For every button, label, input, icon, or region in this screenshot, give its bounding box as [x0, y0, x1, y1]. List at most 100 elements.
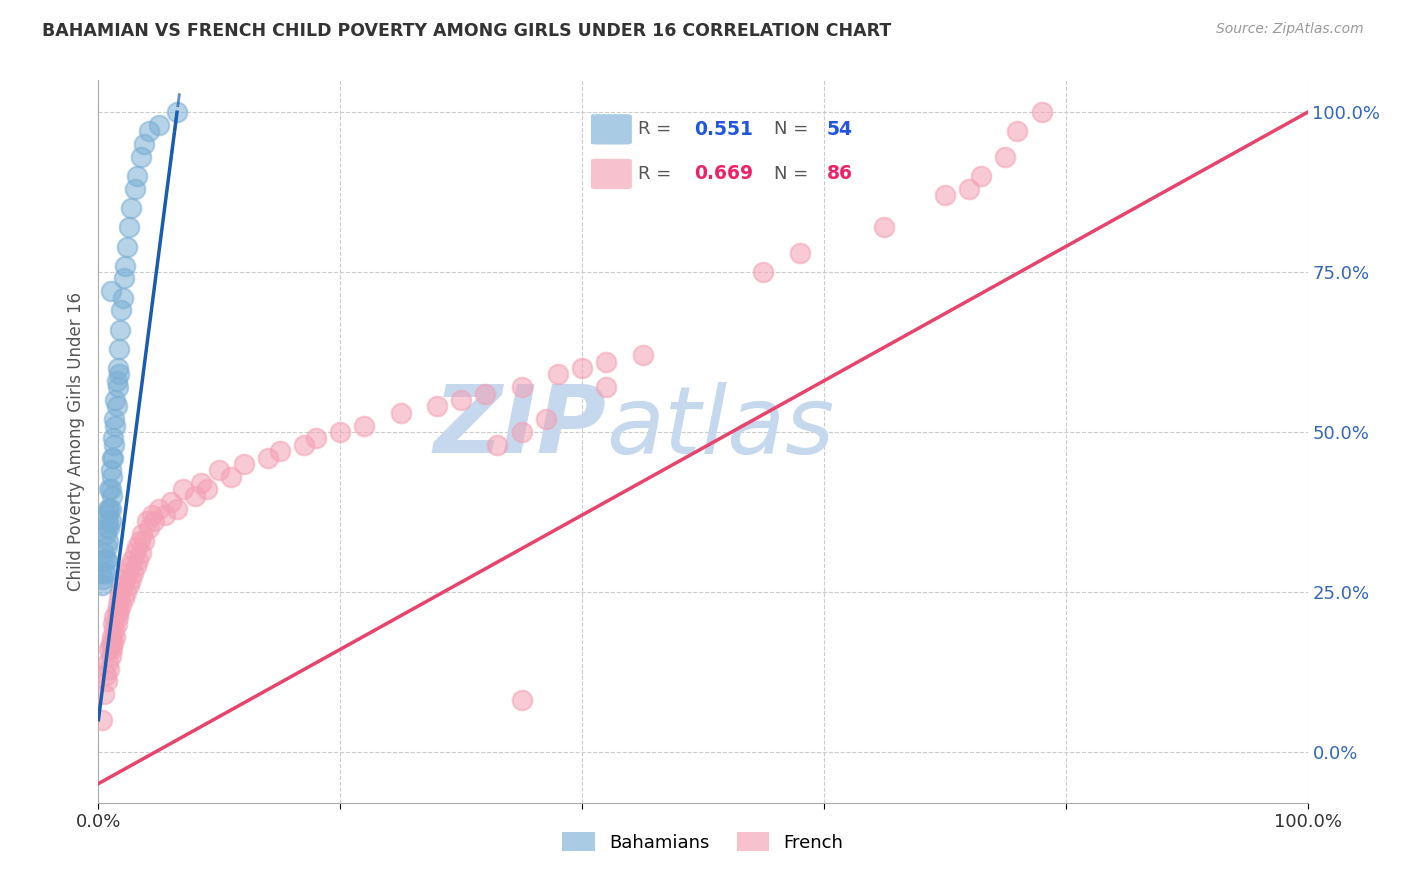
Point: [100, 501, 122, 516]
Point: [105, 616, 128, 631]
Point: [125, 559, 148, 574]
Point: [105, 374, 128, 388]
Point: [100, 463, 122, 477]
Point: [141, 508, 163, 522]
Point: [134, 533, 156, 548]
Point: [96, 553, 118, 567]
Point: [96, 674, 118, 689]
Point: [329, 425, 352, 439]
Point: [138, 124, 160, 138]
Text: 54: 54: [827, 120, 852, 139]
Point: [184, 489, 207, 503]
Point: [957, 182, 980, 196]
Point: [101, 636, 124, 650]
Point: [305, 431, 328, 445]
Point: [117, 566, 139, 580]
Point: [114, 572, 136, 586]
Point: [124, 182, 146, 196]
Point: [122, 566, 145, 580]
Point: [789, 246, 811, 260]
Point: [112, 271, 135, 285]
Point: [97, 515, 120, 529]
Point: [100, 285, 122, 299]
Point: [104, 418, 127, 433]
Point: [105, 400, 128, 414]
Point: [120, 201, 142, 215]
Point: [94, 527, 117, 541]
Point: [91, 572, 114, 586]
Point: [91, 713, 114, 727]
Point: [100, 469, 122, 483]
Point: [100, 648, 122, 663]
Point: [94, 566, 117, 580]
Point: [292, 438, 315, 452]
Point: [115, 584, 138, 599]
Point: [510, 380, 533, 394]
Text: BAHAMIAN VS FRENCH CHILD POVERTY AMONG GIRLS UNDER 16 CORRELATION CHART: BAHAMIAN VS FRENCH CHILD POVERTY AMONG G…: [42, 22, 891, 40]
Point: [100, 636, 122, 650]
Point: [190, 476, 212, 491]
Point: [108, 323, 131, 337]
Point: [93, 687, 115, 701]
Point: [135, 515, 157, 529]
Point: [631, 348, 654, 362]
Point: [105, 604, 128, 618]
Point: [118, 559, 141, 574]
Point: [486, 438, 509, 452]
Point: [107, 598, 129, 612]
Point: [166, 105, 188, 120]
Point: [118, 578, 141, 592]
Point: [873, 220, 896, 235]
Legend: Bahamians, French: Bahamians, French: [555, 825, 851, 859]
Point: [1007, 124, 1029, 138]
Text: R =: R =: [638, 165, 676, 183]
Point: [107, 361, 129, 376]
Point: [107, 610, 129, 624]
Point: [90, 566, 112, 580]
Point: [104, 630, 127, 644]
Point: [97, 533, 120, 548]
Point: [103, 610, 125, 624]
Text: R =: R =: [638, 120, 676, 138]
Point: [108, 604, 131, 618]
Point: [124, 546, 146, 560]
Y-axis label: Child Poverty Among Girls Under 16: Child Poverty Among Girls Under 16: [66, 292, 84, 591]
Point: [934, 188, 956, 202]
Point: [389, 406, 412, 420]
Point: [91, 553, 114, 567]
Point: [510, 425, 533, 439]
Point: [94, 668, 117, 682]
Point: [100, 450, 122, 465]
Text: 86: 86: [827, 164, 852, 184]
Text: Source: ZipAtlas.com: Source: ZipAtlas.com: [1216, 22, 1364, 37]
Point: [153, 508, 176, 522]
Point: [166, 501, 188, 516]
Point: [97, 501, 120, 516]
Text: N =: N =: [773, 120, 814, 138]
Point: [100, 483, 122, 497]
Point: [98, 483, 121, 497]
Point: [117, 239, 139, 253]
Point: [100, 630, 122, 644]
Point: [127, 540, 149, 554]
FancyBboxPatch shape: [591, 159, 631, 189]
Point: [100, 489, 122, 503]
Text: ZIP: ZIP: [433, 381, 606, 473]
Point: [269, 444, 291, 458]
Point: [112, 591, 135, 606]
Point: [1031, 105, 1053, 120]
Point: [752, 265, 775, 279]
Point: [510, 693, 533, 707]
Text: atlas: atlas: [606, 382, 835, 473]
Text: N =: N =: [773, 165, 814, 183]
Point: [118, 220, 141, 235]
Point: [221, 469, 243, 483]
Point: [108, 342, 131, 356]
Point: [595, 380, 617, 394]
Text: 0.669: 0.669: [695, 164, 754, 184]
Point: [129, 546, 152, 560]
Point: [97, 655, 120, 669]
Point: [96, 540, 118, 554]
Point: [121, 553, 143, 567]
Point: [110, 303, 132, 318]
